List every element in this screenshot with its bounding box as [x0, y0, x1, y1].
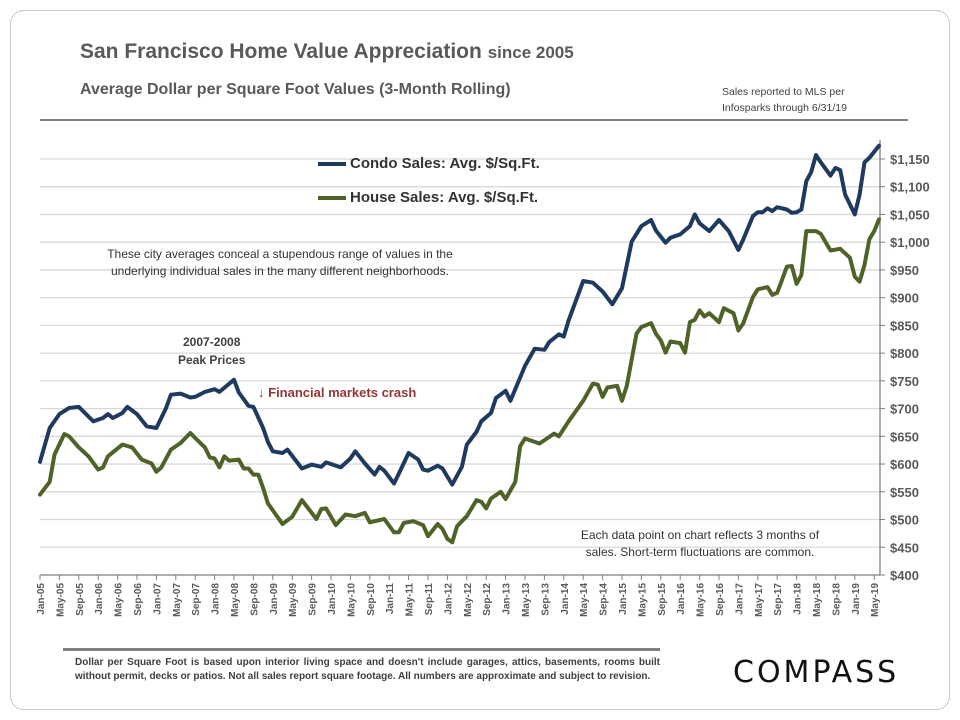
x-tick-label: Jan-10 [327, 583, 338, 615]
chart-subtitle: Average Dollar per Square Foot Values (3… [80, 81, 511, 98]
x-tick-label: May-06 [114, 583, 125, 617]
y-tick-label: $1,000 [890, 235, 930, 250]
annotation-line: 2007-2008 [183, 335, 241, 349]
x-tick-label: Jan-08 [211, 583, 222, 615]
crash-label: Financial markets crash [268, 385, 417, 400]
x-tick-label: May-13 [521, 583, 532, 617]
x-tick-label: May-19 [870, 583, 881, 617]
arrow-down-icon: ↓ [258, 385, 265, 400]
x-tick-label: Sep-14 [599, 583, 610, 616]
x-tick-label: May-12 [463, 583, 474, 617]
fluctuation-annotation: Each data point on chart reflects 3 mont… [555, 527, 845, 561]
y-tick-label: $800 [890, 346, 919, 361]
y-tick-label: $500 [890, 513, 919, 528]
y-tick-label: $900 [890, 291, 919, 306]
source-line: Sales reported to MLS per [722, 86, 845, 98]
x-tick-label: Sep-08 [249, 583, 260, 616]
x-tick-label: Jan-05 [36, 583, 47, 615]
x-tick-label: Sep-15 [657, 583, 668, 616]
x-tick-label: Jan-15 [618, 583, 629, 615]
x-tick-label: May-05 [55, 583, 66, 617]
annotation-line: sales. Short-term fluctuations are commo… [585, 545, 815, 559]
x-tick-label: Jan-17 [734, 583, 745, 615]
y-tick-label: $850 [890, 318, 919, 333]
x-tick-label: May-09 [288, 583, 299, 617]
source-line: Infosparks through 6/31/19 [722, 102, 847, 114]
legend-label: Condo Sales: Avg. $/Sq.Ft. [350, 155, 540, 172]
y-tick-labels: $400 $450 $500 $550 $600 $650 $700 $750 $800 $850… [890, 152, 930, 583]
y-tick-label: $1,050 [890, 207, 930, 222]
x-tick-label: Jan-14 [560, 583, 571, 615]
y-tick-label: $650 [890, 429, 919, 444]
x-tick-label: Sep-18 [831, 583, 842, 616]
legend-label: House Sales: Avg. $/Sq.Ft. [350, 189, 539, 206]
compass-logo: COMPASS [733, 655, 900, 690]
x-tick-label: May-18 [812, 583, 823, 617]
footer-divider [63, 648, 660, 651]
y-tick-label: $700 [890, 402, 919, 417]
x-tick-label: Sep-10 [366, 583, 377, 616]
x-tick-label: Jan-11 [385, 583, 396, 615]
y-tick-label: $600 [890, 457, 919, 472]
x-tick-label: Sep-07 [191, 583, 202, 616]
condo-series-line [38, 143, 881, 487]
x-tick-labels: Jan-05 May-05 Sep-05 Jan-06 May-06 Sep-06 Jan-… [36, 583, 881, 617]
y-tick-label: $950 [890, 263, 919, 278]
x-tick-label: Sep-16 [715, 583, 726, 616]
annotation-line: Peak Prices [178, 353, 246, 367]
x-tick-label: Jan-16 [676, 583, 687, 615]
x-tick-label: Sep-12 [482, 583, 493, 616]
x-tick-label: May-14 [579, 583, 590, 617]
series-lines [38, 143, 881, 545]
axes [39, 140, 885, 580]
x-tick-label: Sep-06 [133, 583, 144, 616]
slide-frame [10, 10, 950, 710]
x-tick-label: Sep-17 [773, 583, 784, 616]
y-tick-label: $400 [890, 568, 919, 583]
y-tick-label: $1,100 [890, 180, 930, 195]
x-tick-label: May-16 [696, 583, 707, 617]
neighborhood-annotation: These city averages conceal a stupendous… [70, 246, 490, 280]
legend-condo: Condo Sales: Avg. $/Sq.Ft. [318, 155, 540, 172]
x-tick-label: Jan-18 [793, 583, 804, 615]
y-tick-label: $550 [890, 485, 919, 500]
header-divider [40, 119, 908, 121]
annotation-line: underlying individual sales in the many … [111, 264, 449, 278]
source-note: Sales reported to MLS per Infosparks thro… [722, 84, 847, 116]
y-tick-label: $750 [890, 374, 919, 389]
x-tick-label: May-07 [172, 583, 183, 617]
annotation-line: Each data point on chart reflects 3 mont… [580, 528, 820, 542]
legend-swatch-house [318, 195, 346, 200]
x-tick-label: May-10 [346, 583, 357, 617]
x-tick-label: Sep-13 [540, 583, 551, 616]
y-tick-label: $1,150 [890, 152, 930, 167]
x-tick-label: Jan-13 [502, 583, 513, 615]
x-tick-label: Jan-07 [152, 583, 163, 615]
chart-title: San Francisco Home Value Appreciation si… [80, 40, 574, 64]
y-tick-label: $450 [890, 540, 919, 555]
x-tick-label: Jan-09 [269, 583, 280, 615]
legend-house: House Sales: Avg. $/Sq.Ft. [318, 189, 538, 206]
x-tick-label: Sep-11 [424, 583, 435, 616]
x-tick-label: May-15 [637, 583, 648, 617]
x-tick-label: May-11 [405, 583, 416, 617]
x-tick-label: Jan-06 [94, 583, 105, 615]
x-tick-label: May-08 [230, 583, 241, 617]
legend-swatch-condo [318, 161, 346, 166]
x-tick-label: Jan-19 [851, 583, 862, 615]
crash-annotation: ↓ Financial markets crash [258, 385, 416, 400]
x-tick-label: Jan-12 [443, 583, 454, 615]
peak-annotation: 2007-2008 Peak Prices [178, 333, 245, 369]
x-tick-label: Sep-05 [75, 583, 86, 616]
footer-disclaimer: Dollar per Square Foot is based upon int… [75, 657, 660, 682]
house-series-line [38, 217, 881, 545]
annotation-line: These city averages conceal a stupendous… [107, 247, 453, 261]
x-tick-label: Sep-09 [308, 583, 319, 616]
title-main: San Francisco Home Value Appreciation [80, 40, 482, 63]
x-tick-label: May-17 [754, 583, 765, 617]
title-suffix: since 2005 [487, 43, 574, 62]
